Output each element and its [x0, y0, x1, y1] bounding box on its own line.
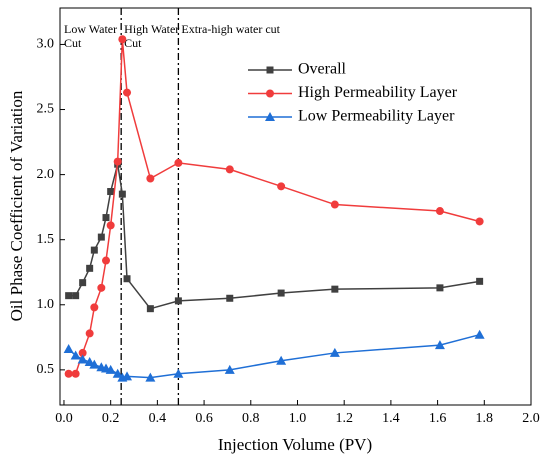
data-marker: [112, 368, 123, 378]
y-tick-label: 3.0: [37, 37, 55, 52]
y-tick-label: 1.0: [37, 297, 55, 312]
data-marker: [330, 200, 339, 209]
series-line: [68, 333, 480, 379]
data-marker: [123, 275, 131, 283]
data-marker: [225, 165, 234, 174]
data-marker: [475, 217, 484, 226]
data-marker: [65, 292, 73, 300]
data-marker: [90, 246, 98, 254]
series-line: [68, 164, 480, 310]
x-tick-label: 0.2: [102, 411, 120, 426]
data-marker: [226, 294, 234, 302]
legend-label: High Permeability Layer: [298, 84, 458, 101]
data-marker: [174, 297, 182, 305]
y-tick-label: 2.0: [37, 167, 55, 182]
x-tick-label: 1.4: [382, 411, 400, 426]
data-marker: [145, 372, 156, 382]
data-marker: [224, 364, 235, 374]
data-marker: [434, 340, 445, 350]
legend-label: Overall: [298, 61, 347, 78]
y-tick-label: 1.5: [37, 232, 55, 247]
data-marker: [71, 369, 80, 378]
data-marker: [277, 182, 286, 191]
data-marker: [97, 283, 106, 292]
region-label: Cut: [124, 36, 142, 50]
legend-marker: [266, 66, 274, 74]
region-label: Extra-high water cut: [181, 22, 280, 36]
data-marker: [86, 264, 94, 272]
x-tick-label: 1.6: [429, 411, 447, 426]
legend-marker: [266, 89, 274, 98]
x-tick-label: 1.8: [476, 411, 494, 426]
legend-label: Low Permeability Layer: [298, 108, 455, 125]
data-marker: [106, 221, 115, 230]
data-marker: [72, 292, 80, 300]
x-axis-label: Injection Volume (PV): [218, 435, 372, 454]
data-marker: [64, 369, 73, 378]
x-tick-label: 1.0: [289, 411, 307, 426]
x-tick-label: 0.6: [195, 411, 213, 426]
data-marker: [107, 188, 115, 196]
region-label: Low Water: [64, 22, 117, 36]
data-marker: [77, 354, 88, 364]
data-marker: [102, 256, 111, 265]
x-tick-label: 2.0: [522, 411, 540, 426]
data-marker: [118, 35, 127, 44]
data-marker: [63, 344, 74, 354]
data-marker: [79, 279, 87, 287]
region-label: High Water: [124, 22, 179, 36]
data-marker: [174, 158, 183, 167]
data-marker: [435, 207, 444, 216]
data-marker: [90, 303, 99, 312]
data-marker: [89, 359, 100, 369]
data-marker: [118, 190, 126, 198]
data-marker: [78, 348, 87, 357]
legend-marker: [265, 112, 275, 121]
plot-frame: [59, 7, 532, 406]
x-tick-label: 0.8: [242, 411, 260, 426]
data-marker: [113, 157, 122, 166]
data-marker: [85, 329, 94, 338]
data-marker: [474, 329, 485, 339]
data-marker: [331, 285, 339, 293]
data-marker: [277, 289, 285, 297]
data-marker: [173, 368, 184, 378]
data-marker: [102, 214, 110, 222]
data-marker: [123, 88, 132, 97]
y-tick-label: 2.5: [37, 102, 55, 117]
data-marker: [70, 350, 81, 360]
data-marker: [436, 284, 444, 292]
data-marker: [276, 355, 287, 365]
data-marker: [146, 174, 155, 183]
data-marker: [122, 371, 133, 381]
y-axis-label: Oil Phase Coefficient of Variation: [7, 90, 26, 321]
data-marker: [476, 277, 484, 285]
x-tick-label: 0.0: [55, 411, 73, 426]
data-marker: [146, 305, 154, 313]
data-marker: [105, 364, 116, 374]
y-tick-label: 0.5: [37, 362, 55, 377]
data-marker: [329, 347, 340, 357]
x-tick-label: 1.2: [335, 411, 353, 426]
data-marker: [97, 233, 105, 241]
x-tick-label: 0.4: [149, 411, 167, 426]
region-label: Cut: [64, 36, 82, 50]
